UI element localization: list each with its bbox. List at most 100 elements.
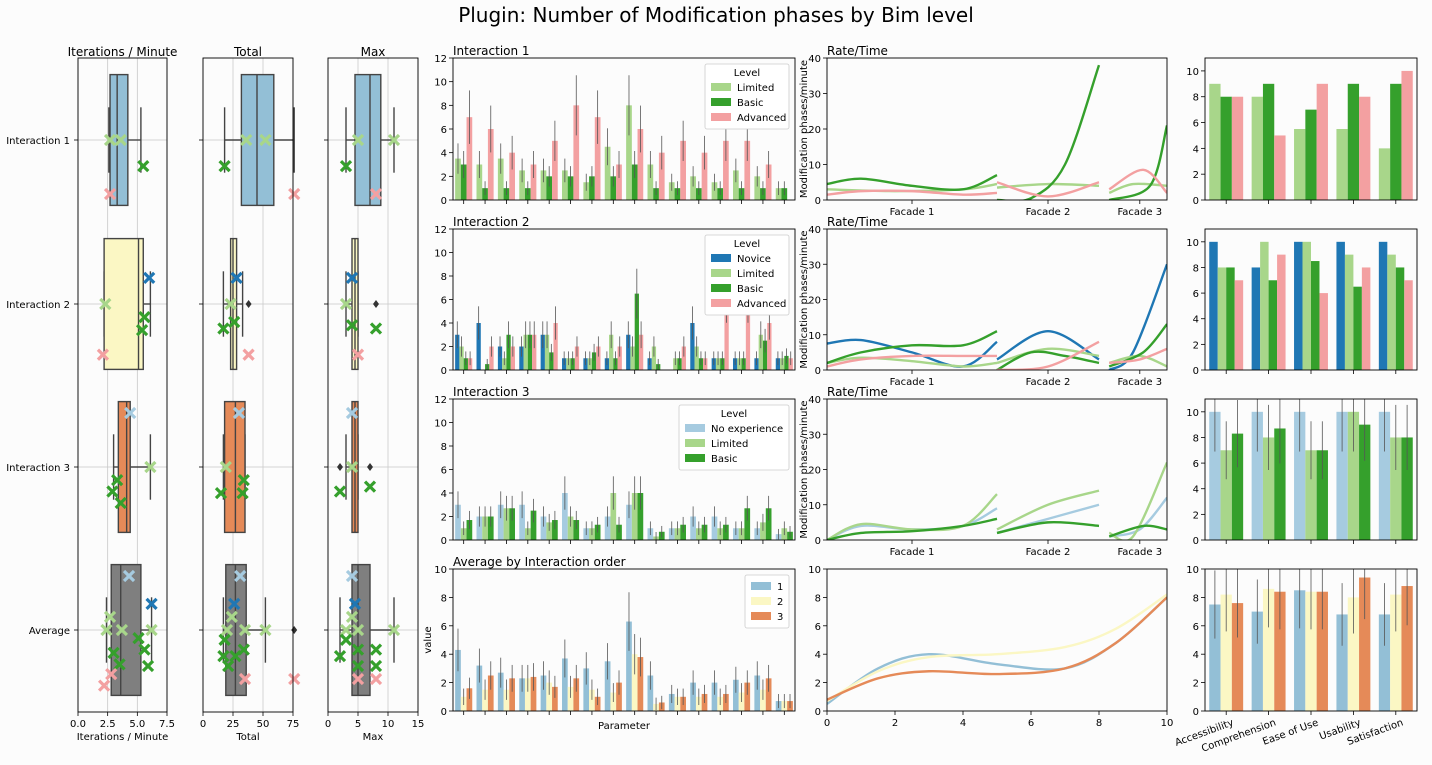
series-line (827, 596, 1167, 705)
legend-swatch (711, 269, 731, 277)
y-tick-label: 0 (815, 366, 821, 377)
y-tick-label: 40 (808, 54, 821, 65)
bar (455, 649, 461, 711)
bar (1294, 411, 1306, 540)
bar (610, 176, 617, 200)
bar (540, 516, 547, 540)
bar (637, 493, 644, 540)
y-tick-label: 2 (441, 513, 447, 524)
bar (690, 176, 696, 200)
bar (631, 654, 638, 711)
y-tick-label: 0 (815, 536, 821, 547)
axes-frame (452, 228, 796, 371)
bar (1359, 577, 1371, 711)
axes-frame (202, 57, 294, 713)
bar (562, 170, 568, 200)
data-point (218, 160, 231, 173)
x-axis-label: Parameter (598, 721, 651, 732)
x-tick-label: Facade 2 (1026, 377, 1071, 388)
legend: Level Limited Basic Advanced (704, 63, 790, 130)
y-tick-label: 20 (808, 125, 821, 136)
bar (460, 164, 467, 200)
y-tick-label: 8 (441, 272, 447, 283)
bar (637, 129, 644, 200)
bar (1401, 437, 1413, 540)
legend-label: Basic (737, 98, 763, 109)
data-point (103, 610, 117, 624)
legend-label: Limited (737, 269, 774, 280)
bar (1226, 267, 1235, 370)
data-point (218, 633, 231, 646)
y-tick-label: 0 (441, 366, 447, 377)
data-point (97, 679, 111, 692)
outlier-marker (291, 626, 298, 634)
data-point (351, 659, 365, 673)
panel-title: Rate/Time (827, 215, 888, 229)
data-point (237, 473, 250, 487)
bar (503, 689, 510, 711)
bar (733, 679, 739, 711)
bar (476, 323, 481, 370)
y-tick-label: 0 (1193, 196, 1199, 207)
legend-swatch (685, 424, 705, 432)
bar (690, 323, 695, 370)
bar (1378, 148, 1391, 200)
bar (1311, 261, 1320, 370)
series-line (996, 520, 1100, 535)
legend-label: Advanced (737, 113, 786, 124)
y-tick-label: 12 (434, 225, 447, 236)
y-tick-label: 20 (808, 466, 821, 477)
data-point (103, 133, 117, 147)
y-tick-label: 4 (1193, 650, 1199, 661)
bar (647, 164, 654, 200)
data-point (345, 610, 359, 624)
y-tick-label: 0 (815, 196, 821, 207)
row-label: Interaction 3 (6, 463, 70, 474)
data-point (137, 160, 150, 173)
bar-panel-12: 0 2 4 6 8 10 Average by Interaction order Param… (423, 555, 796, 732)
bar (1336, 129, 1348, 200)
x-tick-label: Facade 3 (1117, 377, 1162, 388)
bar (1262, 588, 1275, 711)
box (110, 563, 142, 697)
bar (1209, 83, 1221, 200)
bar (1274, 135, 1286, 200)
data-point (345, 271, 359, 284)
bar (711, 182, 718, 200)
y-tick-label: 40 (808, 395, 821, 406)
legend-swatch (685, 439, 705, 447)
x-tick-label: Facade 1 (890, 547, 935, 558)
bar (546, 522, 553, 540)
bar (658, 152, 665, 200)
bar (1359, 96, 1371, 200)
series-line (827, 356, 998, 368)
bar (604, 516, 611, 540)
data-point (145, 623, 158, 637)
axes-frame (826, 228, 1168, 371)
data-point (339, 160, 353, 173)
y-tick-label: 10 (434, 249, 447, 260)
bar (1220, 96, 1232, 200)
y-tick-label: 0 (441, 196, 447, 207)
bar (509, 678, 515, 711)
y-axis-label: Modification phases/minute (799, 400, 810, 538)
bar (519, 170, 525, 200)
series-line (1109, 347, 1167, 365)
data-point (145, 597, 158, 610)
bar (744, 508, 751, 540)
bar (647, 675, 654, 711)
bar (573, 520, 580, 540)
bar (1209, 604, 1221, 711)
legend-swatch (751, 582, 771, 590)
data-point (114, 133, 127, 147)
panel-title: Max (361, 45, 386, 59)
legend-label: Advanced (737, 299, 786, 310)
bar (1260, 241, 1269, 370)
bar (1220, 450, 1232, 540)
y-tick-label: 6 (441, 622, 447, 633)
data-point (222, 659, 235, 673)
bar (744, 682, 751, 711)
legend-title: Level (734, 68, 760, 79)
bar (497, 346, 503, 370)
y-tick-label: 8 (441, 442, 447, 453)
